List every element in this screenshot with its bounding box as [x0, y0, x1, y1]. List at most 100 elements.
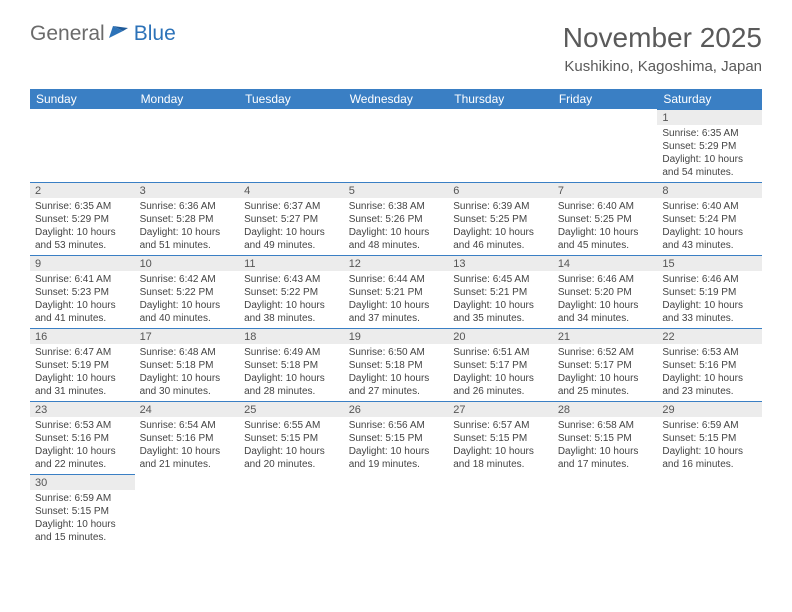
calendar-day-cell: 7Sunrise: 6:40 AMSunset: 5:25 PMDaylight…	[553, 182, 658, 255]
day-details: Sunrise: 6:44 AMSunset: 5:21 PMDaylight:…	[344, 271, 449, 328]
day-details: Sunrise: 6:59 AMSunset: 5:15 PMDaylight:…	[657, 417, 762, 474]
day-number: 24	[135, 401, 240, 417]
calendar-day-cell: 19Sunrise: 6:50 AMSunset: 5:18 PMDayligh…	[344, 328, 449, 401]
day-number: 16	[30, 328, 135, 344]
day-details: Sunrise: 6:35 AMSunset: 5:29 PMDaylight:…	[30, 198, 135, 255]
header: General Blue November 2025 Kushikino, Ka…	[0, 0, 792, 83]
day-number: 21	[553, 328, 658, 344]
calendar-day-cell: 25Sunrise: 6:55 AMSunset: 5:15 PMDayligh…	[239, 401, 344, 474]
calendar-day-cell: 28Sunrise: 6:58 AMSunset: 5:15 PMDayligh…	[553, 401, 658, 474]
calendar-empty-cell	[448, 474, 553, 547]
calendar-week-row: 16Sunrise: 6:47 AMSunset: 5:19 PMDayligh…	[30, 328, 762, 401]
day-details: Sunrise: 6:50 AMSunset: 5:18 PMDaylight:…	[344, 344, 449, 401]
calendar-empty-cell	[553, 474, 658, 547]
day-details: Sunrise: 6:37 AMSunset: 5:27 PMDaylight:…	[239, 198, 344, 255]
day-details: Sunrise: 6:56 AMSunset: 5:15 PMDaylight:…	[344, 417, 449, 474]
day-number: 4	[239, 182, 344, 198]
day-details: Sunrise: 6:55 AMSunset: 5:15 PMDaylight:…	[239, 417, 344, 474]
calendar-day-cell: 9Sunrise: 6:41 AMSunset: 5:23 PMDaylight…	[30, 255, 135, 328]
day-details: Sunrise: 6:41 AMSunset: 5:23 PMDaylight:…	[30, 271, 135, 328]
day-number: 12	[344, 255, 449, 271]
calendar-day-cell: 4Sunrise: 6:37 AMSunset: 5:27 PMDaylight…	[239, 182, 344, 255]
calendar-day-cell: 27Sunrise: 6:57 AMSunset: 5:15 PMDayligh…	[448, 401, 553, 474]
calendar-day-cell: 22Sunrise: 6:53 AMSunset: 5:16 PMDayligh…	[657, 328, 762, 401]
calendar-week-row: 9Sunrise: 6:41 AMSunset: 5:23 PMDaylight…	[30, 255, 762, 328]
day-number: 30	[30, 474, 135, 490]
logo: General Blue	[30, 22, 176, 46]
weekday-header: Thursday	[448, 89, 553, 109]
calendar-week-row: 1Sunrise: 6:35 AMSunset: 5:29 PMDaylight…	[30, 109, 762, 182]
weekday-header-row: SundayMondayTuesdayWednesdayThursdayFrid…	[30, 89, 762, 109]
day-number: 13	[448, 255, 553, 271]
calendar-day-cell: 8Sunrise: 6:40 AMSunset: 5:24 PMDaylight…	[657, 182, 762, 255]
day-number: 20	[448, 328, 553, 344]
calendar-day-cell: 23Sunrise: 6:53 AMSunset: 5:16 PMDayligh…	[30, 401, 135, 474]
day-details: Sunrise: 6:52 AMSunset: 5:17 PMDaylight:…	[553, 344, 658, 401]
calendar-empty-cell	[553, 109, 658, 182]
day-number: 23	[30, 401, 135, 417]
calendar-week-row: 23Sunrise: 6:53 AMSunset: 5:16 PMDayligh…	[30, 401, 762, 474]
day-number: 28	[553, 401, 658, 417]
day-details: Sunrise: 6:46 AMSunset: 5:19 PMDaylight:…	[657, 271, 762, 328]
day-details: Sunrise: 6:42 AMSunset: 5:22 PMDaylight:…	[135, 271, 240, 328]
day-number: 8	[657, 182, 762, 198]
day-details: Sunrise: 6:47 AMSunset: 5:19 PMDaylight:…	[30, 344, 135, 401]
weekday-header: Friday	[553, 89, 658, 109]
calendar-day-cell: 17Sunrise: 6:48 AMSunset: 5:18 PMDayligh…	[135, 328, 240, 401]
day-details: Sunrise: 6:53 AMSunset: 5:16 PMDaylight:…	[657, 344, 762, 401]
day-details: Sunrise: 6:46 AMSunset: 5:20 PMDaylight:…	[553, 271, 658, 328]
calendar-day-cell: 24Sunrise: 6:54 AMSunset: 5:16 PMDayligh…	[135, 401, 240, 474]
calendar-day-cell: 18Sunrise: 6:49 AMSunset: 5:18 PMDayligh…	[239, 328, 344, 401]
title-block: November 2025 Kushikino, Kagoshima, Japa…	[563, 22, 762, 75]
day-details: Sunrise: 6:53 AMSunset: 5:16 PMDaylight:…	[30, 417, 135, 474]
page-title: November 2025	[563, 22, 762, 54]
calendar-table: SundayMondayTuesdayWednesdayThursdayFrid…	[30, 89, 762, 547]
day-details: Sunrise: 6:38 AMSunset: 5:26 PMDaylight:…	[344, 198, 449, 255]
calendar-empty-cell	[135, 474, 240, 547]
calendar-body: 1 Sunrise: 6:35 AMSunset: 5:29 PMDaylight…	[30, 109, 762, 547]
day-number: 9	[30, 255, 135, 271]
logo-flag-icon	[109, 24, 131, 45]
calendar-day-cell: 11Sunrise: 6:43 AMSunset: 5:22 PMDayligh…	[239, 255, 344, 328]
day-number: 25	[239, 401, 344, 417]
calendar-empty-cell	[239, 109, 344, 182]
day-number: 19	[344, 328, 449, 344]
day-details: Sunrise: 6:59 AMSunset: 5:15 PMDaylight:…	[30, 490, 135, 547]
day-number: 22	[657, 328, 762, 344]
calendar-day-cell: 6Sunrise: 6:39 AMSunset: 5:25 PMDaylight…	[448, 182, 553, 255]
day-number: 11	[239, 255, 344, 271]
logo-text-blue: Blue	[134, 22, 176, 46]
day-number: 6	[448, 182, 553, 198]
weekday-header: Sunday	[30, 89, 135, 109]
calendar-week-row: 2Sunrise: 6:35 AMSunset: 5:29 PMDaylight…	[30, 182, 762, 255]
day-details: Sunrise: 6:57 AMSunset: 5:15 PMDaylight:…	[448, 417, 553, 474]
calendar-week-row: 30Sunrise: 6:59 AMSunset: 5:15 PMDayligh…	[30, 474, 762, 547]
day-details: Sunrise: 6:40 AMSunset: 5:25 PMDaylight:…	[553, 198, 658, 255]
calendar-empty-cell	[30, 109, 135, 182]
calendar-empty-cell	[344, 474, 449, 547]
calendar-day-cell: 15Sunrise: 6:46 AMSunset: 5:19 PMDayligh…	[657, 255, 762, 328]
weekday-header: Monday	[135, 89, 240, 109]
calendar-day-cell: 3Sunrise: 6:36 AMSunset: 5:28 PMDaylight…	[135, 182, 240, 255]
calendar-day-cell: 5Sunrise: 6:38 AMSunset: 5:26 PMDaylight…	[344, 182, 449, 255]
day-number: 3	[135, 182, 240, 198]
calendar-day-cell: 10Sunrise: 6:42 AMSunset: 5:22 PMDayligh…	[135, 255, 240, 328]
day-number: 29	[657, 401, 762, 417]
calendar-day-cell: 26Sunrise: 6:56 AMSunset: 5:15 PMDayligh…	[344, 401, 449, 474]
calendar-empty-cell	[344, 109, 449, 182]
calendar-empty-cell	[135, 109, 240, 182]
calendar-day-cell: 20Sunrise: 6:51 AMSunset: 5:17 PMDayligh…	[448, 328, 553, 401]
calendar-day-cell: 12Sunrise: 6:44 AMSunset: 5:21 PMDayligh…	[344, 255, 449, 328]
day-number: 10	[135, 255, 240, 271]
day-details: Sunrise: 6:36 AMSunset: 5:28 PMDaylight:…	[135, 198, 240, 255]
calendar-day-cell: 14Sunrise: 6:46 AMSunset: 5:20 PMDayligh…	[553, 255, 658, 328]
day-number: 1	[657, 109, 762, 125]
day-details: Sunrise: 6:45 AMSunset: 5:21 PMDaylight:…	[448, 271, 553, 328]
day-number: 14	[553, 255, 658, 271]
calendar-day-cell: 29Sunrise: 6:59 AMSunset: 5:15 PMDayligh…	[657, 401, 762, 474]
day-details: Sunrise: 6:40 AMSunset: 5:24 PMDaylight:…	[657, 198, 762, 255]
day-details: Sunrise: 6:51 AMSunset: 5:17 PMDaylight:…	[448, 344, 553, 401]
calendar-day-cell: 13Sunrise: 6:45 AMSunset: 5:21 PMDayligh…	[448, 255, 553, 328]
day-number: 27	[448, 401, 553, 417]
day-details: Sunrise: 6:48 AMSunset: 5:18 PMDaylight:…	[135, 344, 240, 401]
